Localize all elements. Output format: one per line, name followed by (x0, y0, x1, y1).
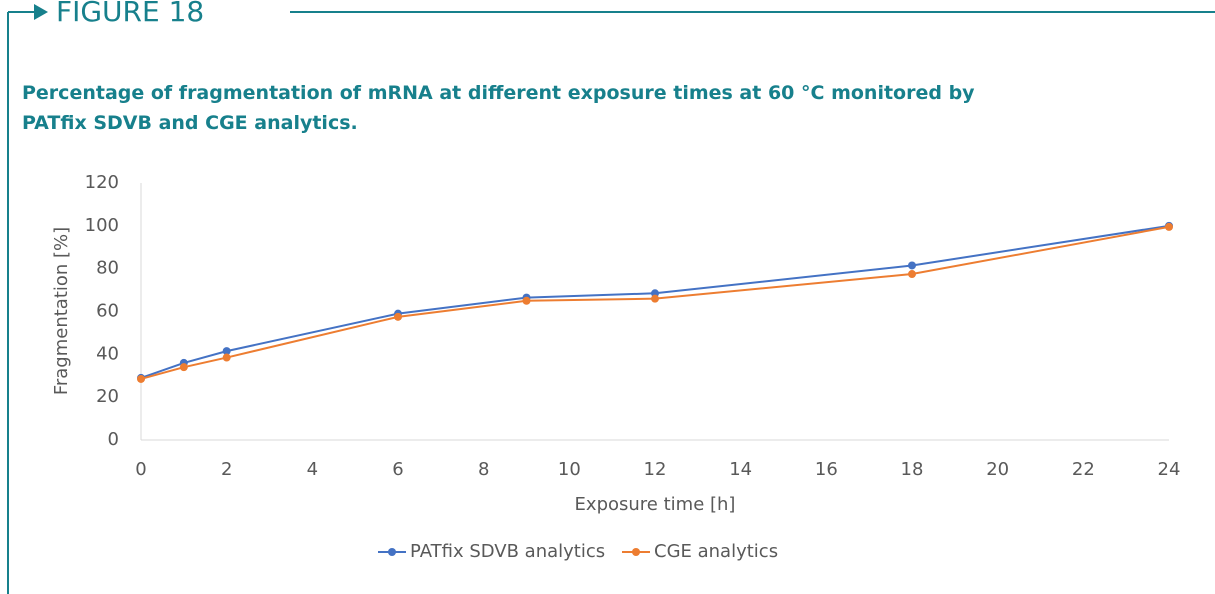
y-axis-label: Fragmentation [%] (51, 227, 72, 395)
x-tick-label: 10 (558, 459, 581, 480)
x-tick-label: 14 (729, 459, 752, 480)
x-tick-label: 18 (901, 459, 924, 480)
x-tick-label: 22 (1072, 459, 1095, 480)
legend-marker (632, 548, 640, 556)
x-tick-label: 0 (135, 459, 146, 480)
y-tick-label: 20 (96, 386, 119, 407)
series-line (140, 224, 1170, 379)
y-tick-label: 60 (96, 301, 119, 322)
point (908, 261, 916, 270)
figure-label: FIGURE 18 (56, 0, 204, 28)
point (394, 312, 402, 321)
y-tick-label: 0 (108, 429, 119, 450)
point (908, 270, 916, 279)
x-axis-label: Exposure time [h] (575, 494, 736, 515)
point (137, 374, 145, 383)
legend-marker (388, 548, 396, 556)
x-tick-label: 6 (392, 459, 403, 480)
series-line (140, 225, 1170, 380)
x-tick-label: 8 (478, 459, 489, 480)
y-tick-label: 40 (96, 343, 119, 364)
point (222, 347, 231, 356)
chart-title: Percentage of fragmentation of mRNA at d… (22, 82, 975, 134)
point (222, 353, 231, 362)
legend-label: PATfix SDVB analytics (410, 541, 605, 562)
x-tick-label: 2 (221, 459, 232, 480)
point (651, 294, 659, 303)
y-tick-label: 80 (96, 258, 119, 279)
y-tick-label: 100 (85, 215, 119, 236)
x-tick-label: 4 (307, 459, 318, 480)
x-tick-label: 20 (986, 459, 1009, 480)
x-tick-label: 12 (644, 459, 667, 480)
arrow (34, 4, 48, 20)
legend-label: CGE analytics (654, 541, 778, 562)
point (1165, 222, 1173, 231)
x-tick-label: 16 (815, 459, 838, 480)
y-tick-label: 120 (85, 172, 119, 193)
point (179, 363, 188, 372)
point (522, 296, 531, 305)
x-tick-label: 24 (1158, 459, 1181, 480)
